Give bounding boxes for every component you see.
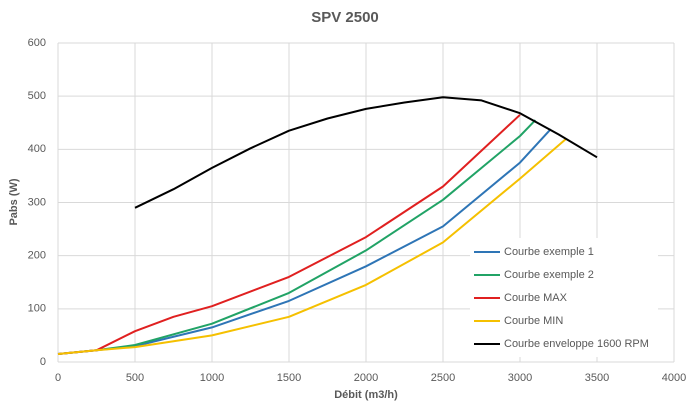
legend-label: Courbe exemple 2 — [504, 269, 594, 281]
x-tick-label: 500 — [126, 372, 144, 384]
legend-box — [470, 238, 658, 357]
x-tick-label: 0 — [55, 372, 61, 384]
series-line — [134, 96, 598, 209]
y-tick-label: 100 — [28, 303, 46, 315]
legend-label: Courbe enveloppe 1600 RPM — [504, 338, 649, 350]
x-tick-label: 3500 — [585, 372, 609, 384]
y-tick-label: 300 — [28, 196, 46, 208]
y-tick-label: 500 — [28, 90, 46, 102]
y-tick-label: 400 — [28, 143, 46, 155]
x-tick-label: 3000 — [508, 372, 532, 384]
x-tick-label: 2000 — [354, 372, 378, 384]
series-line — [57, 114, 521, 355]
legend-label: Courbe MAX — [504, 292, 568, 304]
series-line — [57, 137, 567, 355]
legend-label: Courbe MIN — [504, 315, 563, 327]
x-tick-label: 2500 — [431, 372, 455, 384]
chart-title: SPV 2500 — [311, 9, 379, 26]
y-tick-label: 200 — [28, 250, 46, 262]
legend-label: Courbe exemple 1 — [504, 246, 594, 258]
y-tick-label: 600 — [28, 37, 46, 49]
x-tick-label: 1500 — [277, 372, 301, 384]
x-axis-label: Débit (m3/h) — [334, 389, 398, 401]
y-axis-label: Pabs (W) — [8, 178, 20, 225]
y-tick-label: 0 — [40, 356, 46, 368]
x-tick-label: 4000 — [662, 372, 686, 384]
x-tick-label: 1000 — [200, 372, 224, 384]
